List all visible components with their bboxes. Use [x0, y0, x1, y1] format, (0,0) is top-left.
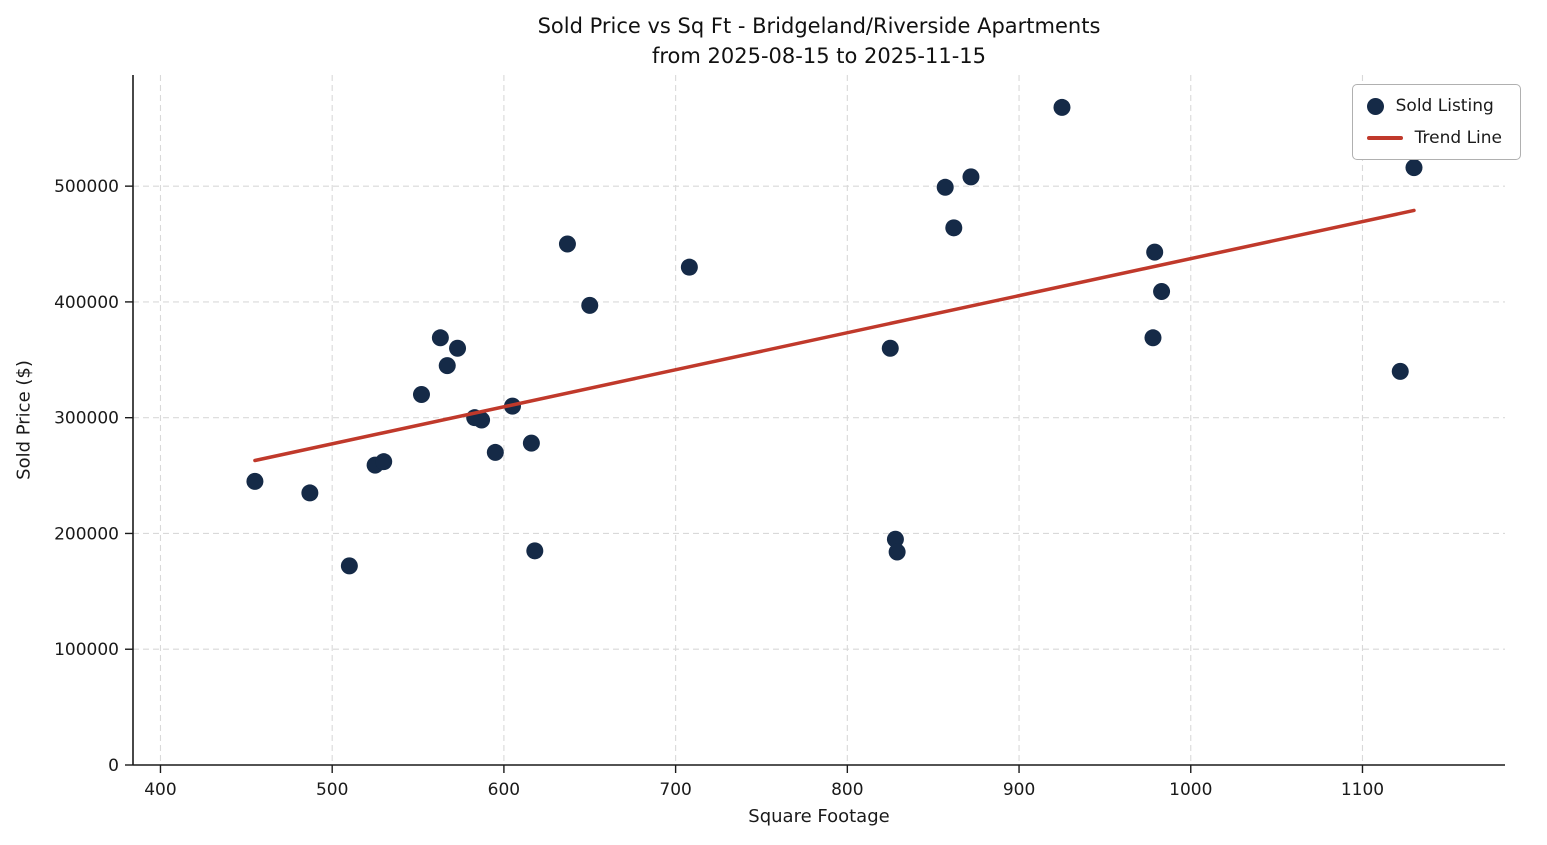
data-point: [522, 434, 540, 452]
data-point: [340, 557, 358, 575]
legend: Sold Listing Trend Line: [1351, 84, 1521, 160]
data-point: [945, 219, 963, 237]
trend-line: [253, 208, 1416, 463]
x-tick-label: 500: [316, 780, 348, 800]
y-tick-label: 500000: [54, 177, 119, 197]
data-point: [962, 168, 980, 186]
y-tick-label: 100000: [54, 640, 119, 660]
data-point: [526, 542, 544, 560]
data-point: [1053, 98, 1071, 116]
chart-title: Sold Price vs Sq Ft - Bridgeland/Riversi…: [133, 12, 1505, 72]
data-point: [1153, 282, 1171, 300]
data-point: [431, 329, 449, 347]
legend-item-sold-listing: Sold Listing: [1366, 96, 1502, 116]
legend-item-trend-line: Trend Line: [1366, 128, 1502, 148]
data-point: [246, 472, 264, 490]
data-point: [936, 178, 954, 196]
data-point: [581, 296, 599, 314]
data-point: [881, 339, 899, 357]
legend-label-trend-line: Trend Line: [1414, 128, 1502, 148]
data-point: [1391, 362, 1409, 380]
data-point: [449, 339, 467, 357]
y-tick-label: 0: [108, 756, 119, 776]
data-point: [486, 443, 504, 461]
x-tick-label: 800: [831, 780, 863, 800]
x-tick-label: 600: [488, 780, 520, 800]
data-point: [1144, 329, 1162, 347]
chart-title-line2: from 2025-08-15 to 2025-11-15: [651, 43, 987, 68]
y-tick-label: 200000: [54, 524, 119, 544]
y-tick-label: 300000: [54, 409, 119, 429]
data-point: [438, 357, 456, 375]
x-axis-label: Square Footage: [748, 806, 890, 827]
x-tick-label: 400: [144, 780, 176, 800]
scatter-marker-icon: [1366, 97, 1384, 115]
x-tick-label: 900: [1003, 780, 1035, 800]
data-point: [1405, 159, 1423, 177]
y-tick-label: 400000: [54, 293, 119, 313]
chart-title-line1: Sold Price vs Sq Ft - Bridgeland/Riversi…: [537, 14, 1101, 38]
trend-line-icon: [1366, 136, 1403, 140]
data-point: [375, 453, 393, 471]
x-tick-label: 1000: [1169, 780, 1212, 800]
data-point: [886, 530, 904, 548]
data-point: [301, 484, 319, 502]
data-point: [473, 411, 491, 429]
data-point: [1146, 243, 1164, 261]
x-tick-label: 700: [659, 780, 691, 800]
data-point: [888, 543, 906, 561]
data-point: [558, 235, 576, 253]
data-point: [412, 386, 430, 404]
y-axis-label: Sold Price ($): [13, 360, 35, 480]
x-tick-label: 1100: [1341, 780, 1384, 800]
legend-label-sold-listing: Sold Listing: [1395, 96, 1494, 116]
data-point: [680, 258, 698, 276]
